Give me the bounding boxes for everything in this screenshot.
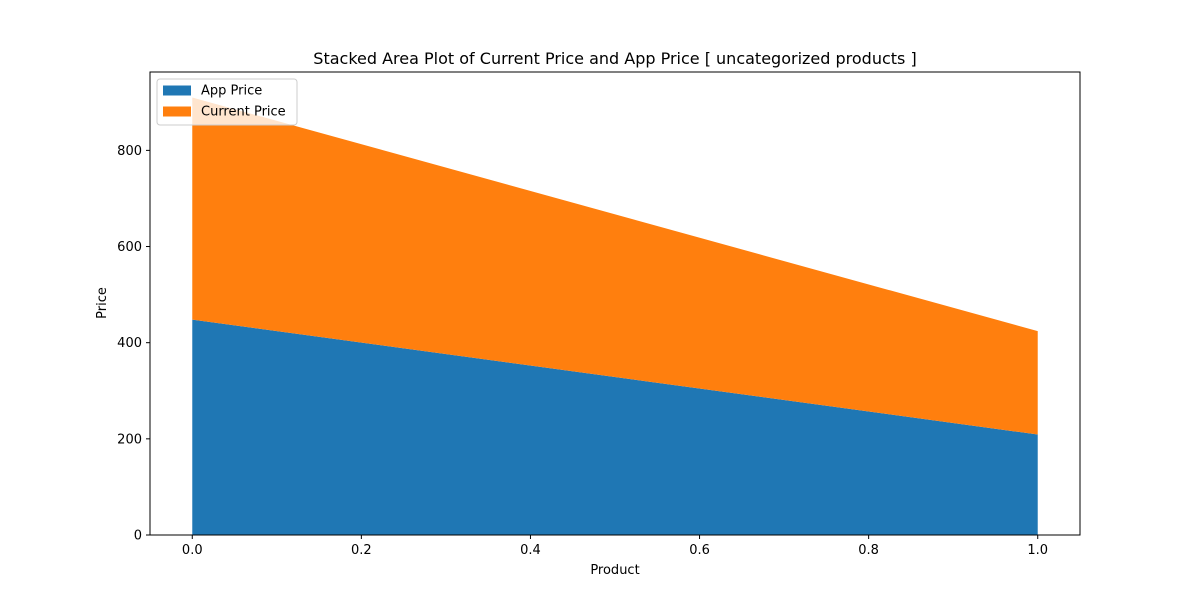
x-axis-label: Product (590, 563, 639, 578)
area-series-0 (192, 319, 1038, 535)
chart-areas (192, 97, 1038, 535)
area-series-1 (192, 97, 1038, 435)
x-tick-label: 1.0 (1027, 543, 1048, 558)
y-tick-label: 800 (117, 144, 142, 159)
y-tick-label: 200 (117, 432, 142, 447)
y-axis-label: Price (95, 287, 110, 319)
x-tick-label: 0.4 (520, 543, 541, 558)
y-tick-label: 600 (117, 240, 142, 255)
x-axis: 0.0 0.2 0.4 0.6 0.8 1.0 (182, 535, 1048, 558)
x-tick-label: 0.0 (182, 543, 203, 558)
legend-label: Current Price (201, 105, 286, 120)
y-tick-label: 400 (117, 336, 142, 351)
plot-frame (149, 71, 1081, 536)
legend: App Price Current Price (156, 78, 298, 126)
x-tick-label: 0.2 (351, 543, 372, 558)
chart-title: Stacked Area Plot of Current Price and A… (313, 49, 916, 68)
x-tick-label: 0.8 (858, 543, 879, 558)
legend-box (156, 78, 298, 126)
y-tick-label: 0 (134, 529, 142, 544)
y-axis: 0 200 400 600 800 (117, 144, 150, 544)
legend-swatch (163, 85, 191, 96)
legend-label: App Price (201, 84, 262, 99)
legend-swatch (163, 106, 191, 117)
x-tick-label: 0.6 (689, 543, 710, 558)
